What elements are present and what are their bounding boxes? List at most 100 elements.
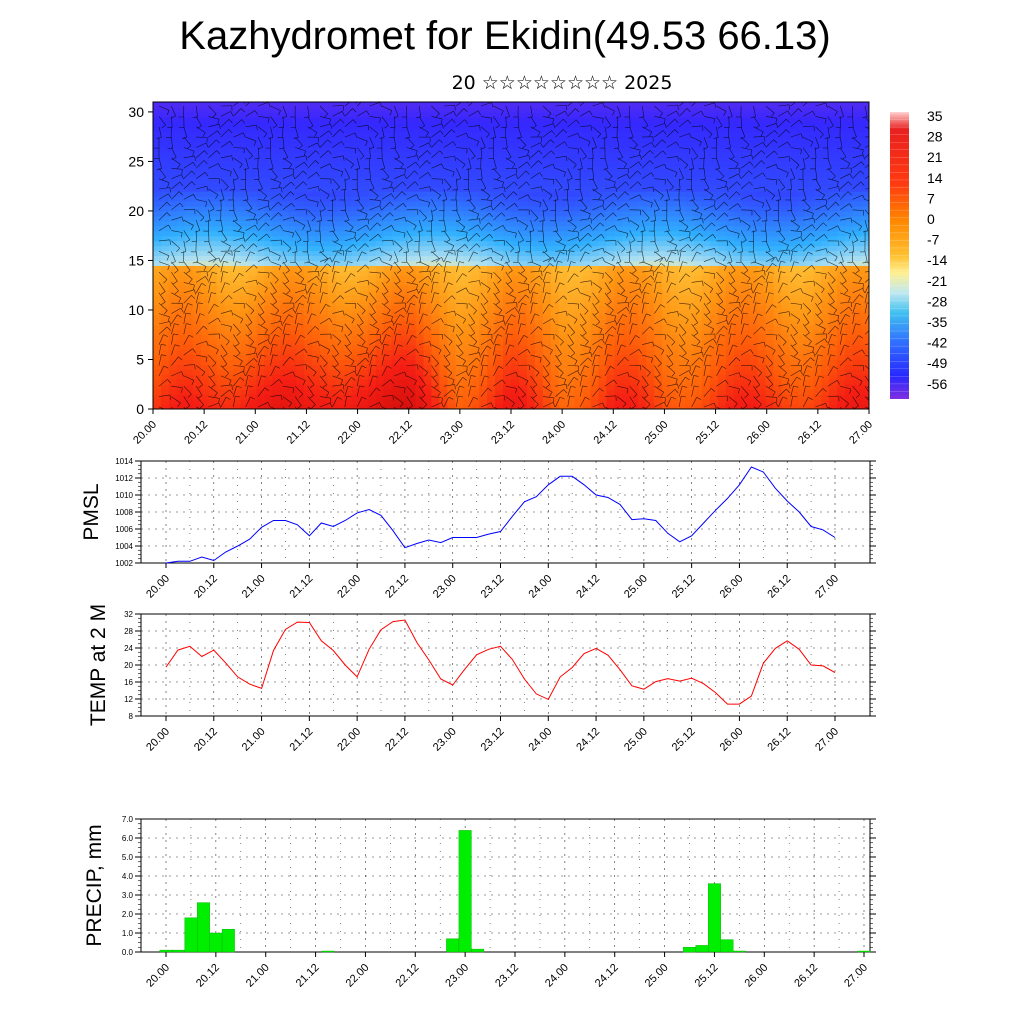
x-tick-label: 26.12: [765, 573, 793, 601]
x-tick-label: 25.00: [643, 962, 671, 990]
precip-bar: [732, 950, 746, 953]
y-tick-label: 25: [128, 153, 144, 169]
y-tick-label: 16: [124, 678, 133, 687]
colorbar-label: -42: [927, 335, 947, 351]
colorbar-label: -21: [927, 273, 947, 289]
x-tick-label: 21.12: [285, 419, 313, 447]
y-tick-label: 20: [124, 661, 133, 670]
precip-bar: [857, 950, 871, 953]
x-tick-label: 24.00: [540, 419, 568, 447]
colorbar-label: -49: [927, 355, 947, 371]
x-tick-label: 21.12: [294, 962, 322, 990]
y-axis-label: PRECIP, mm: [83, 824, 106, 946]
y-tick-label: 2.0: [122, 910, 134, 919]
heatmap-cells: [153, 102, 869, 409]
precip-bar: [708, 883, 721, 953]
x-tick-label: 22.00: [335, 573, 363, 601]
x-tick-label: 26.12: [796, 419, 824, 447]
page-title: Kazhydromet for Ekidin(49.53 66.13): [179, 14, 831, 58]
colorbar-label: 0: [927, 211, 935, 227]
colorbar-label: 14: [927, 170, 943, 186]
y-tick-label: 1012: [115, 474, 133, 483]
colorbar-label: 21: [927, 149, 943, 165]
precip-bar: [209, 932, 223, 953]
x-tick-label: 26.00: [742, 962, 770, 990]
x-tick-label: 22.12: [387, 419, 415, 447]
y-axis-label: PMSL: [80, 483, 103, 540]
x-tick-label: 27.00: [842, 962, 870, 990]
x-tick-label: 27.00: [813, 573, 841, 601]
precip-bar: [446, 938, 460, 953]
x-tick-label: 23.12: [479, 573, 507, 601]
y-tick-label: 6.0: [122, 834, 134, 843]
x-tick-label: 27.00: [847, 419, 875, 447]
series-line: [165, 466, 836, 564]
grid: [141, 818, 870, 953]
x-tick-label: 21.00: [244, 962, 272, 990]
x-tick-label: 24.12: [593, 962, 621, 990]
y-tick-label: 0: [136, 401, 144, 417]
y-tick-label: 4.0: [122, 872, 134, 881]
x-tick-label: 23.00: [443, 962, 471, 990]
y-axis-label: TEMP at 2 M: [87, 604, 110, 726]
x-tick-label: 26.12: [765, 726, 793, 754]
x-tick-label: 24.00: [543, 962, 571, 990]
colorbar-label: -56: [927, 376, 947, 392]
x-tick-label: 26.00: [745, 419, 773, 447]
x-tick-label: 25.12: [694, 419, 722, 447]
y-tick-label: 1004: [115, 542, 133, 551]
x-tick-label: 24.00: [526, 726, 554, 754]
x-tick-label: 26.12: [792, 962, 820, 990]
y-tick-label: 32: [124, 610, 133, 619]
pmsl-chart: 1002 1004 1006 1008 1010 1012 1014 20.00 20.12 21…: [80, 457, 876, 601]
x-tick-label: 21.00: [240, 726, 268, 754]
x-tick-label: 23.00: [438, 419, 466, 447]
y-tick-label: 24: [124, 644, 133, 653]
grid: [141, 460, 870, 564]
x-tick-label: 23.12: [489, 419, 517, 447]
temperature-heatmap: 0 5 10 15 20 25 30 20.00 20.12 21.00 21.12 22.00 22.…: [128, 101, 947, 447]
precip-chart: 0.0 1.0 2.0 3.0 4.0 5.0 6.0 7.0 20.00 20.12 21.00 2…: [83, 815, 876, 990]
colorbar-label: -14: [927, 252, 947, 268]
y-tick-label: 3.0: [122, 891, 134, 900]
x-tick-label: 23.00: [431, 573, 459, 601]
x-tick-label: 22.12: [383, 573, 411, 601]
x-tick-label: 24.12: [574, 573, 602, 601]
y-tick-label: 1010: [115, 491, 133, 500]
y-tick-label: 1002: [115, 559, 133, 568]
x-tick-label: 25.00: [622, 573, 650, 601]
x-tick-label: 21.12: [288, 726, 316, 754]
x-tick-label: 25.00: [622, 726, 650, 754]
precip-bar: [683, 947, 696, 953]
x-tick-label: 24.12: [591, 419, 619, 447]
x-tick-label: 21.00: [233, 419, 261, 447]
x-tick-label: 21.12: [288, 573, 316, 601]
y-tick-label: 1014: [115, 457, 133, 466]
wind-barbs: [154, 102, 869, 409]
y-tick-label: 20: [128, 203, 144, 219]
x-tick-label: 25.00: [643, 419, 671, 447]
colorbar-label: -28: [927, 293, 947, 309]
grid: [141, 613, 870, 717]
precip-bar: [720, 939, 734, 953]
series-line: [165, 619, 836, 705]
x-tick-label: 25.12: [670, 573, 698, 601]
x-tick-label: 25.12: [670, 726, 698, 754]
x-tick-label: 22.00: [336, 419, 364, 447]
y-tick-label: 10: [128, 302, 144, 318]
colorbar-label: 7: [927, 190, 935, 206]
y-tick-label: 0.0: [122, 948, 134, 957]
x-tick-label: 20.00: [144, 573, 172, 601]
precip-bar: [184, 917, 198, 953]
y-tick-label: 5: [136, 351, 144, 367]
precip-bar: [196, 902, 210, 953]
precip-bar: [695, 945, 709, 953]
y-tick-label: 1.0: [122, 929, 134, 938]
x-tick-label: 20.00: [131, 419, 159, 447]
precip-bar: [458, 830, 472, 953]
x-tick-label: 20.00: [144, 962, 172, 990]
precip-bar: [321, 950, 335, 953]
x-tick-label: 26.00: [718, 726, 746, 754]
temp-chart: 8 12 16 20 24 28 32 20.00 20.12 21.00 21.12 22.00 22…: [87, 604, 876, 754]
y-tick-label: 28: [124, 627, 133, 636]
